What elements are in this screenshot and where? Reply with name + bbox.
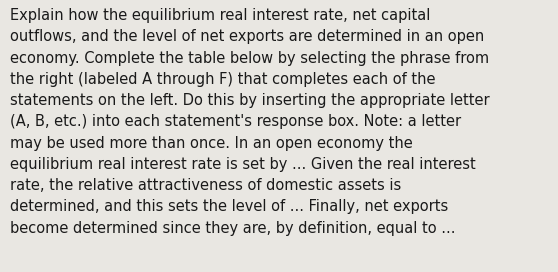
Text: Explain how the equilibrium real interest rate, net capital
outflows, and the le: Explain how the equilibrium real interes… (10, 8, 490, 236)
